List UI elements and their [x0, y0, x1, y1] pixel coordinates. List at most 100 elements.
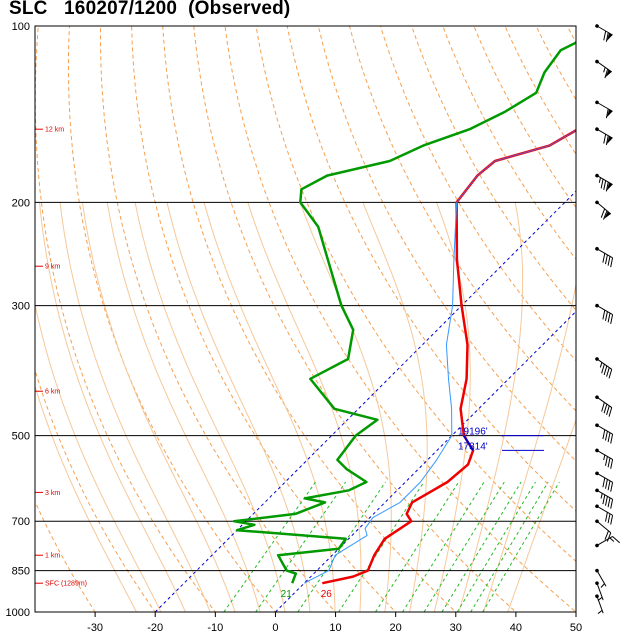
temperature-tick-label: 10 [329, 622, 341, 634]
wind-barb [595, 448, 614, 469]
wind-barb [595, 59, 613, 79]
wind-barb [595, 504, 614, 525]
dry-adiabat [348, 26, 576, 412]
mixing-ratio-line [423, 481, 505, 612]
dry-adiabat [162, 26, 457, 612]
dry-adiabat [100, 26, 337, 612]
surface-temperature-label: 26 [321, 589, 333, 600]
surface-dewpoint-label: 21 [281, 589, 293, 600]
moist-adiabat [59, 202, 211, 612]
pressure-tick-label: 500 [12, 431, 30, 443]
moist-adiabat [458, 202, 524, 612]
temperature-tick-label: -20 [147, 622, 163, 634]
temperature-overlay-line [463, 435, 474, 451]
wind-barb [595, 200, 612, 220]
mixing-ratio-lines [223, 481, 560, 612]
moist-adiabat [81, 202, 236, 612]
moist-adiabat [482, 281, 576, 612]
dry-adiabat [380, 26, 576, 362]
mixing-ratio-line [441, 481, 522, 612]
mixing-ratio-line [255, 481, 347, 612]
moist-adiabat [362, 202, 428, 612]
mixing-ratio-line [402, 481, 485, 612]
pressure-tick-label: 100 [12, 21, 30, 33]
wind-barb [595, 247, 614, 268]
wind-barb [595, 395, 613, 417]
height-value-label: 17314' [458, 441, 488, 452]
height-label: 1 km [45, 553, 60, 560]
dry-adiabat [535, 26, 576, 101]
wind-barb [595, 471, 614, 492]
isotherm-lines [154, 190, 576, 612]
dry-adiabat [566, 26, 576, 44]
mixing-ratio-line [223, 481, 316, 612]
wind-barb [595, 303, 614, 324]
wind-barb [595, 519, 612, 542]
wind-barb [595, 568, 607, 588]
dry-adiabat [317, 26, 576, 462]
dry-adiabat [35, 500, 96, 612]
moist-adiabat [299, 202, 392, 612]
temperature-tick-labels: -30 -20 -10 0 10 20 30 40 50 [87, 612, 582, 634]
height-label: 6 km [45, 389, 60, 396]
pressure-tick-label: 700 [12, 516, 30, 528]
moist-adiabat [35, 302, 162, 612]
pressure-tick-label: 300 [12, 301, 30, 313]
moist-adiabat [35, 384, 138, 612]
height-lines: 19196' 17314' [458, 427, 544, 452]
moist-adiabat [134, 202, 286, 612]
pressure-tick-labels: 100 200 300 500 700 850 1000 [6, 21, 30, 619]
surface-value-labels: 26 21 [281, 589, 333, 600]
dry-adiabat [442, 26, 576, 260]
height-label: 12 km [45, 127, 64, 134]
dry-adiabat [193, 26, 517, 612]
dry-adiabat [131, 26, 397, 612]
dry-adiabat [598, 26, 631, 624]
wind-barb [595, 423, 614, 444]
dry-adiabat [35, 26, 216, 612]
mixing-ratio-line [456, 481, 536, 612]
pressure-tick-label: 200 [12, 197, 30, 209]
parcel-line [303, 202, 458, 584]
wind-barb [595, 594, 604, 614]
mixing-ratio-line [338, 481, 425, 612]
height-labels: 12 km 9 km 6 km 3 km 1 km SFC (1289m) [35, 127, 87, 588]
series-lines [232, 41, 576, 585]
pressure-tick-label: 850 [12, 566, 30, 578]
plot-frame [34, 25, 577, 613]
isotherm [275, 310, 576, 612]
wind-barb [595, 488, 614, 509]
chart-title: SLC 160207/1200 (Observed) [9, 0, 291, 19]
height-label: 3 km [45, 490, 60, 497]
dry-adiabat [255, 26, 576, 563]
mixing-ratio-line [482, 481, 560, 612]
temperature-tick-label: -10 [207, 622, 223, 634]
temperature-tick-label: 20 [390, 622, 402, 634]
dry-adiabat [286, 26, 576, 512]
height-label: 9 km [45, 264, 60, 271]
wind-barb [595, 127, 613, 146]
wind-barb [595, 173, 613, 192]
mixing-ratio-line [297, 481, 386, 612]
moist-adiabat [39, 202, 187, 612]
height-label: SFC (1289m) [45, 581, 87, 588]
temperature-tick-label: 50 [570, 622, 582, 634]
temperature-tick-label: 0 [272, 622, 278, 634]
isotherm [154, 190, 576, 612]
temperature-tick-label: -30 [87, 622, 103, 634]
temperature-tick-label: 40 [510, 622, 522, 634]
wind-barbs [595, 24, 621, 614]
dry-adiabat [68, 26, 277, 612]
wind-barb [595, 24, 613, 42]
wind-barb [595, 536, 621, 548]
wind-barb [595, 100, 613, 119]
dry-adiabat [411, 26, 576, 311]
temperature-line [322, 128, 576, 585]
moist-adiabat [433, 202, 471, 612]
mixing-ratio-line [470, 481, 549, 612]
moist-adiabat [106, 202, 261, 612]
mixing-ratio-line [375, 481, 460, 612]
moist-adiabat [247, 202, 362, 612]
dry-adiabat [35, 368, 156, 612]
